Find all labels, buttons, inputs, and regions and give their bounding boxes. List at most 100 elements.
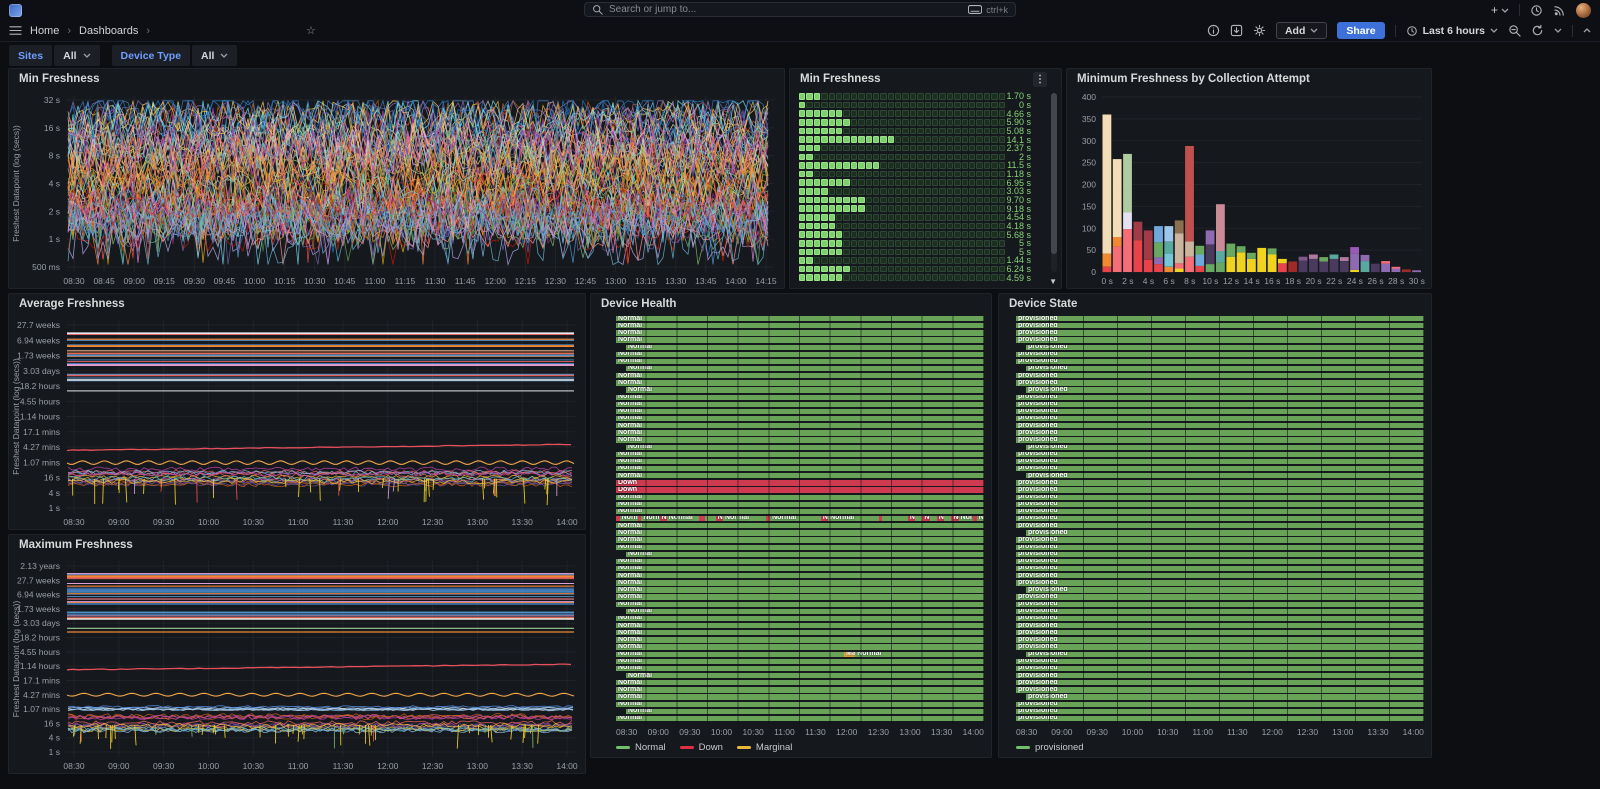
legend-item[interactable]: provisioned (1016, 742, 1084, 753)
add-button[interactable]: Add (1276, 22, 1327, 39)
histogram-bar-segment[interactable] (1319, 257, 1328, 261)
timeline-row[interactable]: provisioned (1016, 666, 1424, 671)
histogram-bar-segment[interactable] (1350, 270, 1359, 272)
state-segment[interactable]: Mar (844, 652, 855, 657)
state-segment[interactable]: Down (616, 487, 984, 492)
state-segment[interactable]: provisioned (1016, 673, 1424, 678)
state-segment[interactable]: Normal (616, 687, 984, 692)
histogram-bar-segment[interactable] (1402, 269, 1411, 272)
state-segment[interactable]: provisioned (1016, 594, 1424, 599)
state-segment[interactable]: provisioned (1016, 616, 1424, 621)
state-segment[interactable]: No (908, 516, 915, 521)
histogram-bar-segment[interactable] (1309, 259, 1318, 272)
histogram-bar-segment[interactable] (1206, 264, 1215, 272)
histogram-bar-segment[interactable] (1319, 262, 1328, 273)
histogram-bar-segment[interactable] (1350, 253, 1359, 270)
state-segment[interactable]: provisioned (1016, 495, 1424, 500)
timeline-row[interactable]: Normal (616, 466, 984, 471)
histogram-bar-segment[interactable] (1175, 234, 1184, 264)
timeline-row[interactable]: provisioned (1016, 323, 1424, 328)
state-segment[interactable]: Normal (723, 516, 767, 521)
state-segment[interactable]: Normal (616, 537, 984, 542)
state-segment[interactable]: Normal (626, 366, 984, 371)
timeline-row[interactable]: provisioned (1016, 694, 1424, 699)
timeline-row[interactable]: Normal (616, 537, 984, 542)
timeline-row[interactable]: Normal (616, 659, 984, 664)
state-segment[interactable]: provisioned (1026, 587, 1424, 592)
histogram-bar-segment[interactable] (1330, 255, 1339, 259)
state-segment[interactable]: Normal (616, 545, 984, 550)
state-segment[interactable]: Normal (616, 666, 984, 671)
timeline-row[interactable]: Normal (616, 666, 984, 671)
state-segment[interactable]: provisioned (1026, 345, 1424, 350)
gauge-row[interactable]: 5.68 s (791, 230, 1047, 239)
state-segment[interactable]: Normal (616, 430, 984, 435)
state-segment[interactable]: Normal (616, 559, 984, 564)
histogram-bar-segment[interactable] (1134, 222, 1143, 241)
timeline-row[interactable]: provisioned (1016, 330, 1424, 335)
state-segment[interactable]: Down (616, 480, 984, 485)
state-segment[interactable]: Normal (616, 437, 984, 442)
state-segment[interactable]: provisioned (1016, 409, 1424, 414)
histogram-bar-segment[interactable] (1350, 247, 1359, 253)
state-segment[interactable]: Normal (616, 573, 984, 578)
timeline-row[interactable]: Normal (616, 395, 984, 400)
min-freshness-time-series[interactable]: 08:3008:4509:0009:1509:3009:4510:0010:15… (10, 89, 783, 287)
state-segment[interactable]: Normal (616, 373, 984, 378)
timeline-row[interactable]: Normal (616, 580, 984, 585)
info-icon[interactable] (1207, 24, 1220, 37)
histogram-bar-segment[interactable] (1309, 255, 1318, 259)
state-segment[interactable]: Normal (616, 509, 984, 514)
timeline-row[interactable]: provisioned (1016, 609, 1424, 614)
timeline-row[interactable]: Normal (616, 594, 984, 599)
timeline-row[interactable]: Normal (616, 445, 984, 450)
histogram-bar-segment[interactable] (1268, 248, 1277, 254)
state-segment[interactable]: provisioned (1026, 473, 1424, 478)
state-segment[interactable]: provisioned (1016, 523, 1424, 528)
state-segment[interactable]: Normal (616, 473, 984, 478)
state-segment[interactable]: Normal (616, 323, 984, 328)
timeline-row[interactable]: provisioned (1016, 630, 1424, 635)
state-segment[interactable]: Normal (616, 495, 984, 500)
histogram-bar-segment[interactable] (1164, 254, 1173, 267)
histogram-bar-segment[interactable] (1226, 244, 1235, 257)
state-segment[interactable]: Normal (616, 587, 984, 592)
state-segment[interactable]: provisioned (1016, 637, 1424, 642)
state-segment[interactable]: provisioned (1016, 416, 1424, 421)
timeline-row[interactable]: Normal (616, 552, 984, 557)
state-segment[interactable]: provisioned (1016, 537, 1424, 542)
state-segment[interactable]: provisioned (1016, 373, 1424, 378)
average-freshness-time-series[interactable]: 08:3009:0009:3010:0010:3011:0011:3012:00… (10, 314, 584, 528)
panel-title[interactable]: Min Freshness (9, 69, 784, 89)
timeline-row[interactable]: provisioned (1016, 644, 1424, 649)
state-segment[interactable] (882, 516, 907, 521)
histogram-bar-segment[interactable] (1123, 213, 1132, 230)
state-segment[interactable]: Normal (616, 409, 984, 414)
panel-menu-icon[interactable]: ⋮ (1033, 72, 1047, 87)
scrollbar[interactable] (1051, 93, 1057, 272)
timeline-row[interactable]: Normal (616, 559, 984, 564)
state-segment[interactable]: Normal (616, 337, 984, 342)
state-segment[interactable]: provisioned (1016, 395, 1424, 400)
histogram-bar-segment[interactable] (1340, 257, 1349, 261)
gauge-row[interactable]: 5.08 s (791, 127, 1047, 136)
filter-sites-value[interactable]: All (54, 45, 99, 66)
state-segment[interactable]: provisioned (1016, 430, 1424, 435)
state-segment[interactable]: provisioned (1016, 323, 1424, 328)
histogram-bar-segment[interactable] (1164, 241, 1173, 253)
state-segment[interactable]: Normal (626, 709, 984, 714)
state-segment[interactable]: Normal (616, 452, 984, 457)
timeline-row[interactable]: provisioned (1016, 673, 1424, 678)
histogram-bar-segment[interactable] (1113, 237, 1122, 247)
timeline-row[interactable]: provisioned (1016, 530, 1424, 535)
timeline-row[interactable]: Normal (616, 359, 984, 364)
timeline-row[interactable]: Normal (616, 702, 984, 707)
share-button[interactable]: Share (1337, 22, 1384, 39)
histogram-bar-segment[interactable] (1237, 246, 1246, 252)
state-segment[interactable]: Normal (616, 652, 844, 657)
state-segment[interactable]: Normal (616, 330, 984, 335)
timeline-row[interactable]: provisioned (1016, 709, 1424, 714)
state-segment[interactable]: provisioned (1016, 623, 1424, 628)
histogram-bar-segment[interactable] (1195, 255, 1204, 266)
timeline-row[interactable]: Normal (616, 716, 984, 721)
